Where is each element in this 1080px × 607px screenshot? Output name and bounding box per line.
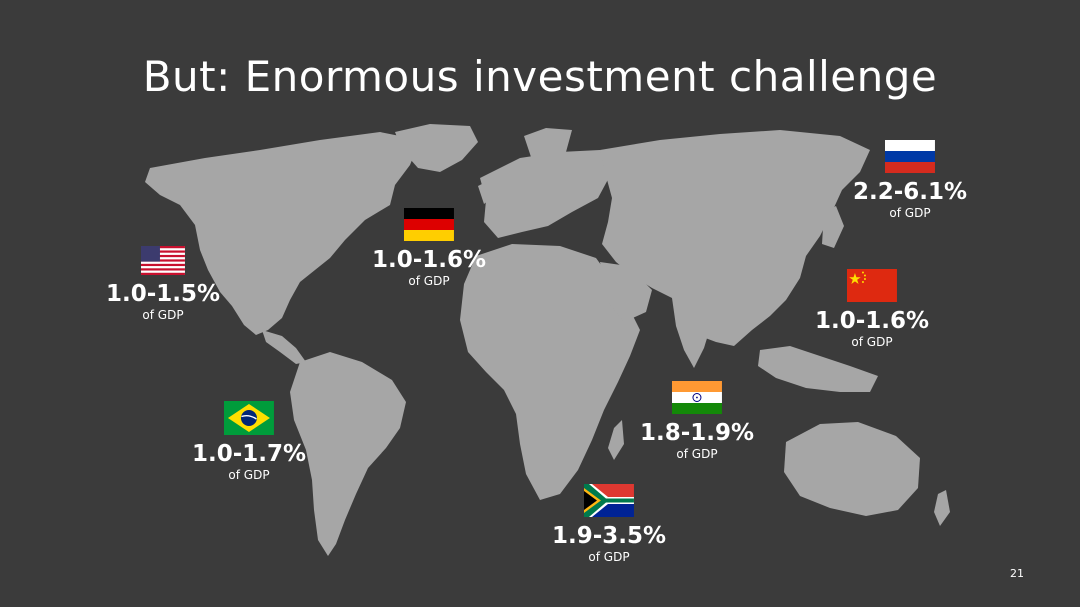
southeast-asia-landmass [758, 346, 878, 392]
stat-value: 1.9-3.5% [551, 523, 667, 549]
stat-unit: of GDP [228, 468, 270, 482]
stat-unit: of GDP [676, 447, 718, 461]
new-zealand-landmass [934, 490, 950, 526]
australia-landmass [784, 422, 920, 516]
north-america-landmass [145, 132, 420, 335]
stat-usa: 1.0-1.5% of GDP [106, 246, 220, 323]
china-flag-icon [847, 269, 897, 302]
madagascar-landmass [608, 420, 624, 460]
stat-unit: of GDP [851, 335, 893, 349]
stat-russia: 2.2-6.1% of GDP [853, 140, 967, 221]
india-landmass [672, 298, 712, 368]
uk-landmass [478, 180, 494, 204]
stat-value: 1.8-1.9% [639, 420, 755, 446]
stat-unit: of GDP [889, 206, 931, 220]
usa-flag-icon [141, 246, 185, 275]
stat-germany: 1.0-1.6% of GDP [372, 208, 486, 289]
stat-value: 1.0-1.6% [371, 247, 487, 273]
stat-value: 2.2-6.1% [852, 179, 968, 205]
stat-india: 1.8-1.9% of GDP [640, 381, 754, 462]
central-america-landmass [262, 330, 306, 364]
page-number: 21 [1010, 567, 1024, 580]
stat-value: 1.0-1.7% [191, 441, 307, 467]
arabia-landmass [600, 262, 652, 322]
asia-landmass [600, 130, 870, 346]
south-africa-flag-icon [584, 484, 634, 517]
scandinavia-landmass [524, 128, 572, 166]
stat-unit: of GDP [142, 308, 184, 322]
russia-flag-icon [885, 140, 935, 173]
stat-unit: of GDP [588, 550, 630, 564]
stat-value: 1.0-1.6% [814, 308, 930, 334]
india-flag-icon [672, 381, 722, 414]
greenland-landmass [395, 124, 478, 172]
europe-landmass [480, 150, 612, 238]
japan-landmass [822, 206, 844, 248]
stat-south-africa: 1.9-3.5% of GDP [552, 484, 666, 565]
south-america-landmass [290, 352, 406, 556]
stat-china: 1.0-1.6% of GDP [815, 269, 929, 350]
germany-flag-icon [404, 208, 454, 241]
stat-unit: of GDP [408, 274, 450, 288]
slide-title: But: Enormous investment challenge [142, 52, 938, 101]
stat-value: 1.0-1.5% [105, 281, 221, 307]
africa-landmass [460, 244, 640, 500]
stat-brazil: 1.0-1.7% of GDP [192, 401, 306, 483]
brazil-flag-icon [224, 401, 274, 435]
